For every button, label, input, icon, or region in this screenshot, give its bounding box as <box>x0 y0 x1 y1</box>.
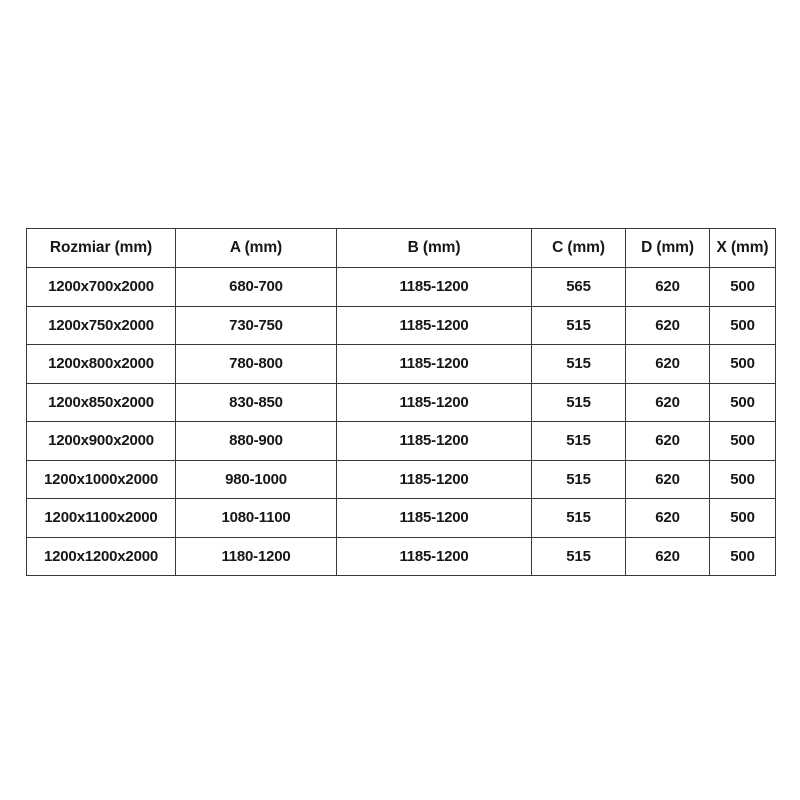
cell-size: 1200x750x2000 <box>26 305 176 345</box>
cell-d: 620 <box>625 459 710 499</box>
cell-b: 1185-1200 <box>336 459 532 499</box>
table-body: 1200x700x2000 680-700 1185-1200 565 620 … <box>26 267 776 576</box>
specification-table-container: Rozmiar (mm) A (mm) B (mm) C (mm) D (mm)… <box>26 228 776 576</box>
cell-b: 1185-1200 <box>336 498 532 538</box>
cell-size: 1200x800x2000 <box>26 344 176 384</box>
cell-size: 1200x700x2000 <box>26 267 176 307</box>
dimensions-table: Rozmiar (mm) A (mm) B (mm) C (mm) D (mm)… <box>26 228 776 576</box>
table-row: 1200x1100x2000 1080-1100 1185-1200 515 6… <box>26 498 776 538</box>
cell-b: 1185-1200 <box>336 267 532 307</box>
table-row: 1200x900x2000 880-900 1185-1200 515 620 … <box>26 421 776 461</box>
cell-c: 515 <box>531 459 626 499</box>
cell-c: 515 <box>531 498 626 538</box>
cell-size: 1200x900x2000 <box>26 421 176 461</box>
cell-size: 1200x850x2000 <box>26 382 176 422</box>
cell-c: 515 <box>531 421 626 461</box>
table-row: 1200x700x2000 680-700 1185-1200 565 620 … <box>26 267 776 307</box>
cell-size: 1200x1000x2000 <box>26 459 176 499</box>
table-header-row: Rozmiar (mm) A (mm) B (mm) C (mm) D (mm)… <box>26 228 776 268</box>
cell-b: 1185-1200 <box>336 421 532 461</box>
cell-d: 620 <box>625 344 710 384</box>
table-header: Rozmiar (mm) A (mm) B (mm) C (mm) D (mm)… <box>26 228 776 268</box>
table-row: 1200x850x2000 830-850 1185-1200 515 620 … <box>26 382 776 422</box>
cell-size: 1200x1100x2000 <box>26 498 176 538</box>
column-header-a: A (mm) <box>175 228 337 268</box>
cell-x: 500 <box>709 536 776 576</box>
cell-size: 1200x1200x2000 <box>26 536 176 576</box>
cell-c: 515 <box>531 536 626 576</box>
cell-c: 565 <box>531 267 626 307</box>
cell-x: 500 <box>709 382 776 422</box>
cell-d: 620 <box>625 382 710 422</box>
cell-d: 620 <box>625 267 710 307</box>
cell-d: 620 <box>625 305 710 345</box>
cell-c: 515 <box>531 382 626 422</box>
table-row: 1200x1000x2000 980-1000 1185-1200 515 62… <box>26 459 776 499</box>
cell-a: 680-700 <box>175 267 337 307</box>
cell-x: 500 <box>709 305 776 345</box>
cell-c: 515 <box>531 305 626 345</box>
cell-a: 980-1000 <box>175 459 337 499</box>
cell-d: 620 <box>625 536 710 576</box>
cell-a: 780-800 <box>175 344 337 384</box>
cell-a: 730-750 <box>175 305 337 345</box>
cell-a: 1180-1200 <box>175 536 337 576</box>
column-header-x: X (mm) <box>709 228 776 268</box>
table-row: 1200x1200x2000 1180-1200 1185-1200 515 6… <box>26 536 776 576</box>
cell-d: 620 <box>625 498 710 538</box>
table-row: 1200x800x2000 780-800 1185-1200 515 620 … <box>26 344 776 384</box>
cell-b: 1185-1200 <box>336 305 532 345</box>
cell-a: 880-900 <box>175 421 337 461</box>
cell-x: 500 <box>709 498 776 538</box>
cell-a: 1080-1100 <box>175 498 337 538</box>
cell-c: 515 <box>531 344 626 384</box>
column-header-b: B (mm) <box>336 228 532 268</box>
cell-b: 1185-1200 <box>336 536 532 576</box>
cell-a: 830-850 <box>175 382 337 422</box>
table-row: 1200x750x2000 730-750 1185-1200 515 620 … <box>26 305 776 345</box>
cell-b: 1185-1200 <box>336 382 532 422</box>
column-header-d: D (mm) <box>625 228 710 268</box>
cell-x: 500 <box>709 267 776 307</box>
cell-b: 1185-1200 <box>336 344 532 384</box>
cell-x: 500 <box>709 344 776 384</box>
cell-x: 500 <box>709 459 776 499</box>
column-header-size: Rozmiar (mm) <box>26 228 176 268</box>
cell-x: 500 <box>709 421 776 461</box>
cell-d: 620 <box>625 421 710 461</box>
column-header-c: C (mm) <box>531 228 626 268</box>
